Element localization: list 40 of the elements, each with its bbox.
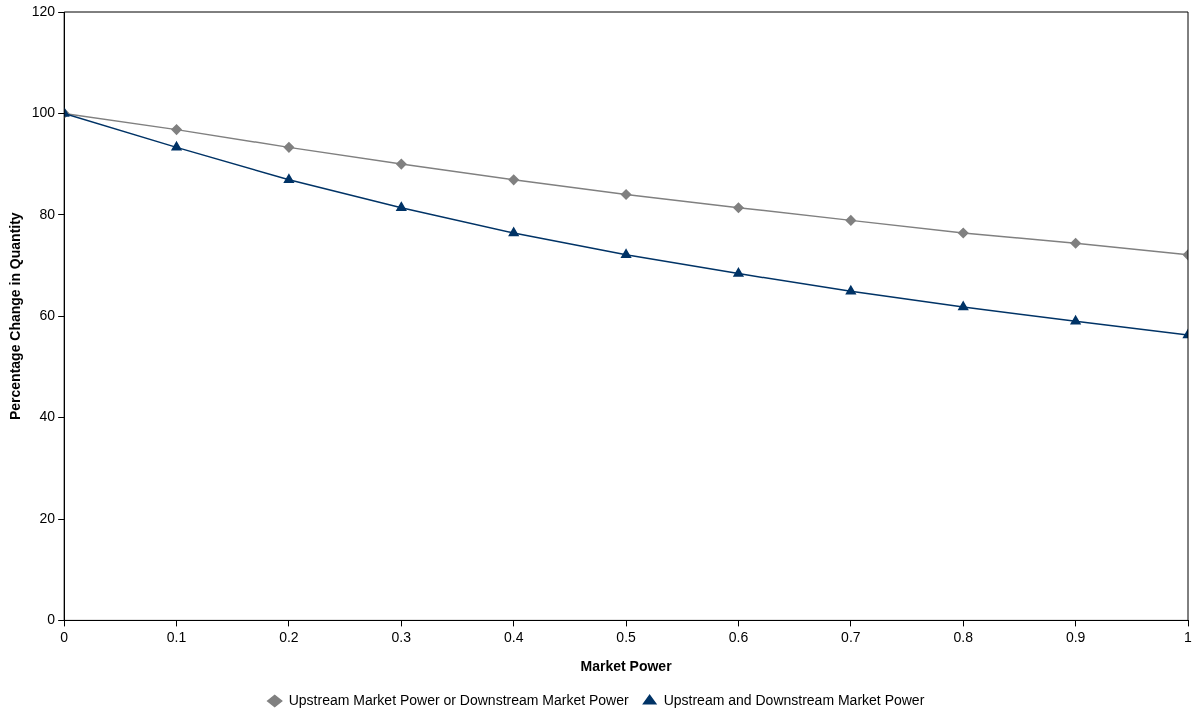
point: [283, 142, 295, 153]
legend-label: Upstream and Downstream Market Power: [663, 691, 925, 708]
x-tick-label: 0.9: [1065, 628, 1086, 645]
x-tick-label: 0.7: [841, 628, 861, 645]
point: [1070, 237, 1081, 249]
x-tick-label: 0.1: [166, 628, 187, 645]
point: [396, 201, 407, 211]
y-tick-label: 120: [31, 2, 56, 19]
y-tick-label: 0: [47, 611, 56, 628]
legend-label: Upstream Market Power or Downstream Market Power: [288, 691, 630, 708]
point: [1070, 315, 1081, 325]
point: [621, 249, 632, 259]
x-tick-label: 0.8: [953, 628, 974, 645]
point: [733, 202, 744, 213]
x-tick-label: 0.3: [391, 628, 412, 645]
point: [620, 189, 632, 200]
y-axis-title: Percentage Change in Quantity: [7, 212, 24, 421]
x-tick-label: 0.6: [728, 628, 749, 645]
x-tick-label: 0.5: [616, 628, 637, 645]
y-tick-label: 40: [39, 408, 56, 425]
x-tick-label: 0.4: [503, 628, 524, 645]
x-tick-label: 0: [60, 628, 69, 645]
point: [508, 174, 519, 186]
point: [171, 141, 182, 151]
y-tick-label: 20: [39, 509, 56, 526]
point: [845, 285, 856, 295]
point: [171, 124, 182, 135]
point: [283, 174, 295, 184]
y-tick-label: 80: [39, 205, 56, 222]
point: [733, 267, 744, 277]
point: [396, 158, 407, 170]
x-axis-title: Market Power: [580, 658, 673, 675]
x-tick-label: 0.2: [279, 628, 299, 645]
point: [957, 227, 969, 239]
y-tick-label: 100: [31, 104, 56, 121]
point: [845, 215, 857, 226]
point: [508, 227, 519, 237]
point: [958, 301, 969, 311]
y-tick-label: 60: [39, 307, 56, 324]
x-tick-label: 1: [1184, 628, 1193, 645]
